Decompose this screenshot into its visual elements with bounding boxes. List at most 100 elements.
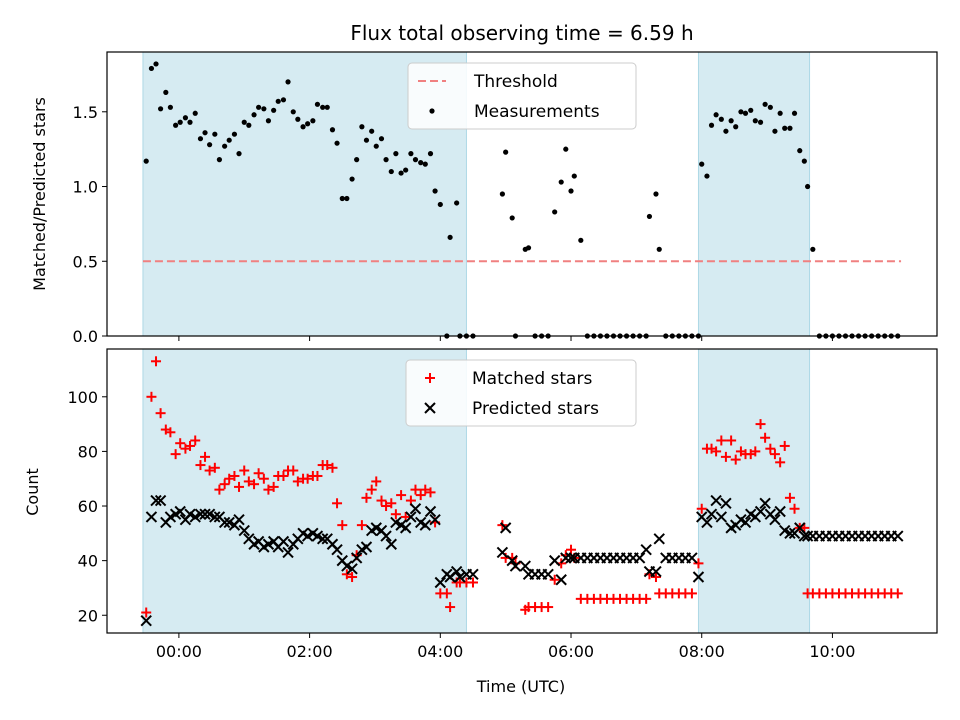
data-point: [376, 495, 387, 506]
legend-marker: [429, 108, 435, 114]
data-point: [153, 61, 159, 67]
data-point: [238, 524, 250, 537]
data-point: [549, 574, 560, 585]
data-point: [777, 110, 783, 116]
data-point: [742, 110, 749, 116]
data-point: [797, 148, 803, 154]
y-tick-label: 1.5: [73, 103, 98, 122]
y-tick-label: 100: [67, 388, 98, 407]
data-point: [767, 104, 773, 110]
data-point: [300, 124, 306, 130]
data-point: [261, 106, 267, 112]
data-point: [568, 188, 574, 194]
data-point: [253, 468, 264, 479]
data-point: [302, 473, 313, 484]
data-point: [429, 513, 441, 526]
data-point: [509, 560, 522, 572]
data-point: [693, 558, 704, 569]
data-point: [226, 137, 232, 143]
data-point: [748, 107, 754, 113]
data-point: [542, 568, 554, 580]
data-point: [356, 520, 367, 531]
data-point: [337, 520, 348, 531]
data-point: [779, 440, 790, 451]
data-point: [214, 484, 225, 495]
data-point: [415, 490, 426, 501]
data-point: [801, 158, 807, 164]
data-point: [705, 508, 718, 520]
legend-box: [405, 359, 637, 427]
data-point: [167, 104, 173, 110]
data-point: [216, 157, 223, 163]
legend-box: [407, 62, 637, 130]
data-point: [784, 527, 796, 540]
data-point: [810, 246, 816, 252]
data-point: [445, 602, 456, 613]
data-point: [733, 124, 739, 130]
data-point: [565, 552, 577, 564]
data-point: [892, 530, 904, 542]
data-point: [424, 505, 437, 518]
x-tick-label: 06:00: [548, 642, 594, 661]
data-point: [288, 465, 299, 476]
data-point: [772, 128, 778, 134]
data-point: [175, 438, 186, 449]
x-tick-label: 08:00: [679, 642, 725, 661]
data-point: [405, 511, 417, 523]
data-point: [231, 131, 238, 137]
legend: Matched stars Predicted stars: [405, 359, 637, 427]
data-point: [224, 473, 235, 484]
data-point: [420, 484, 431, 495]
data-point: [409, 503, 422, 515]
data-point: [434, 576, 447, 589]
data-point: [701, 516, 713, 529]
legend-entry: Measurements: [429, 102, 600, 122]
data-point: [290, 109, 296, 115]
data-point: [339, 195, 345, 202]
data-point: [165, 427, 176, 438]
data-point: [720, 451, 731, 462]
data-point: [282, 546, 294, 559]
data-point: [396, 490, 407, 501]
data-point: [441, 588, 452, 599]
data-point: [388, 168, 394, 175]
data-point: [804, 183, 811, 190]
data-point: [314, 101, 321, 107]
data-point: [236, 151, 242, 157]
data-point: [354, 157, 360, 163]
data-point: [656, 246, 662, 252]
data-point: [759, 497, 771, 509]
data-point: [157, 106, 164, 112]
x-axis-label: Time (UTC): [476, 677, 565, 696]
data-point: [192, 110, 198, 116]
data-point: [563, 146, 569, 152]
axes-frame: [106, 51, 938, 337]
data-point: [713, 112, 719, 118]
data-point: [408, 151, 414, 157]
data-point: [177, 119, 183, 125]
data-point: [163, 89, 169, 95]
data-point: [765, 443, 776, 454]
data-point: [378, 136, 385, 142]
y-tick-label: 80: [78, 442, 98, 461]
data-point: [692, 571, 705, 583]
data-point: [350, 552, 363, 564]
data-point: [334, 140, 340, 146]
legend-entry: Threshold: [418, 72, 558, 92]
data-point: [503, 149, 509, 155]
data-point: [140, 615, 152, 627]
data-point: [369, 128, 375, 134]
data-point: [200, 451, 211, 462]
data-point: [720, 497, 732, 509]
top-plot: 0.0 0.5 1.0 1.5 Threshold Measurements: [73, 51, 938, 346]
data-point: [704, 173, 710, 179]
data-point: [195, 460, 206, 471]
shaded-span-1: [697, 51, 811, 337]
data-point: [499, 191, 505, 197]
data-point: [249, 479, 260, 490]
data-point: [769, 449, 780, 460]
data-point: [640, 544, 652, 556]
data-point: [450, 565, 463, 578]
data-point: [419, 519, 431, 531]
